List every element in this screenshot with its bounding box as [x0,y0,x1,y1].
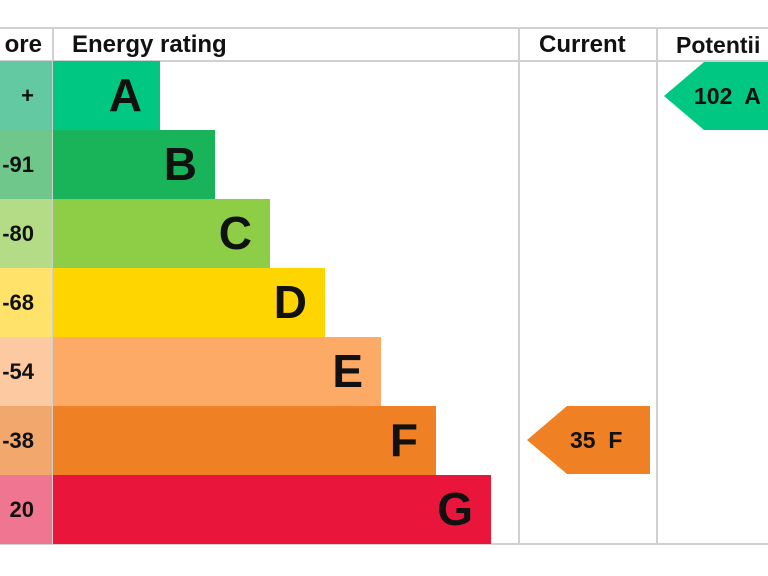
score-range-f: -38 [0,406,52,475]
rating-bar-c: C [53,199,270,268]
rating-letter: B [163,138,197,190]
bottom-border [0,543,768,545]
rating-letter: A [108,69,142,121]
current-header: Current [539,31,626,58]
current-rating-label: 35 F [570,426,623,453]
rating-bar-f: F [53,406,436,475]
rating-bar-g: G [53,475,491,544]
rating-bar-e: E [53,337,381,406]
score-range-d: -68 [0,268,52,337]
score-range-a: + [0,61,52,130]
rating-bar-b: B [53,130,215,199]
rating-letter: G [437,483,473,535]
energy-rating-header: Energy rating [72,31,227,58]
score-range-e: -54 [0,337,52,406]
potential-header: Potentiі [676,32,761,58]
top-border [0,27,768,29]
score-header: ore [4,31,42,58]
potential-rating-arrow: 102 A [664,62,768,130]
current-rating-arrow: 35 F [527,406,650,474]
rating-letter: D [273,276,307,328]
rating-bar-a: A [53,61,160,130]
header-divider [0,60,768,62]
column-divider [656,27,658,544]
score-range-g: 20 [0,475,52,544]
score-range-c: -80 [0,199,52,268]
rating-bar-d: D [53,268,325,337]
column-divider [518,27,520,544]
score-range-b: -91 [0,130,52,199]
rating-letter: F [389,414,418,466]
rating-letter: C [218,207,252,259]
rating-letter: E [332,345,363,397]
potential-rating-label: 102 A [694,82,761,109]
